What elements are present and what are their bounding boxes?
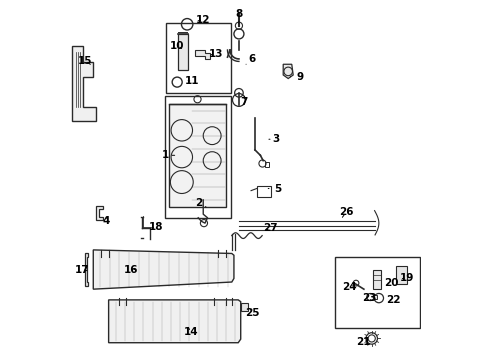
Polygon shape	[108, 300, 240, 343]
Bar	[372, 270, 380, 289]
Text: 26: 26	[338, 207, 352, 217]
Text: 24: 24	[342, 282, 356, 292]
Polygon shape	[72, 46, 96, 121]
Bar	[229, 303, 240, 311]
Bar	[166, 23, 230, 93]
Text: 21: 21	[355, 337, 370, 347]
Text: 27: 27	[262, 223, 277, 233]
Bar	[395, 266, 406, 284]
Text: 16: 16	[123, 265, 138, 275]
Polygon shape	[96, 206, 102, 220]
Bar	[169, 104, 225, 207]
Text: 2: 2	[195, 198, 206, 208]
Bar	[165, 96, 230, 218]
Text: 6: 6	[245, 54, 256, 64]
Text: 15: 15	[78, 56, 92, 66]
Text: 7: 7	[240, 96, 247, 107]
Text: 23: 23	[362, 293, 376, 303]
Bar	[240, 303, 247, 311]
Text: 19: 19	[399, 273, 413, 283]
Polygon shape	[93, 250, 233, 289]
Text: 17: 17	[75, 265, 89, 275]
Polygon shape	[85, 253, 88, 286]
Text: 9: 9	[290, 72, 302, 82]
Polygon shape	[195, 50, 210, 59]
Text: 13: 13	[208, 49, 223, 59]
Polygon shape	[283, 64, 293, 79]
Text: 25: 25	[245, 308, 259, 318]
Text: 4: 4	[102, 216, 109, 226]
Text: 11: 11	[185, 76, 199, 86]
Bar	[177, 34, 187, 70]
Bar	[264, 162, 268, 167]
Bar	[334, 257, 420, 328]
Text: 8: 8	[235, 9, 242, 23]
Bar	[256, 186, 271, 197]
Text: 12: 12	[196, 15, 210, 25]
Bar	[373, 295, 377, 299]
Text: 3: 3	[268, 134, 279, 144]
Text: 10: 10	[170, 41, 184, 51]
Text: 5: 5	[268, 184, 281, 194]
Text: 1: 1	[162, 150, 174, 160]
Text: 22: 22	[386, 295, 400, 305]
Text: 14: 14	[183, 327, 197, 337]
Text: 18: 18	[149, 222, 163, 232]
Text: 20: 20	[384, 278, 398, 288]
